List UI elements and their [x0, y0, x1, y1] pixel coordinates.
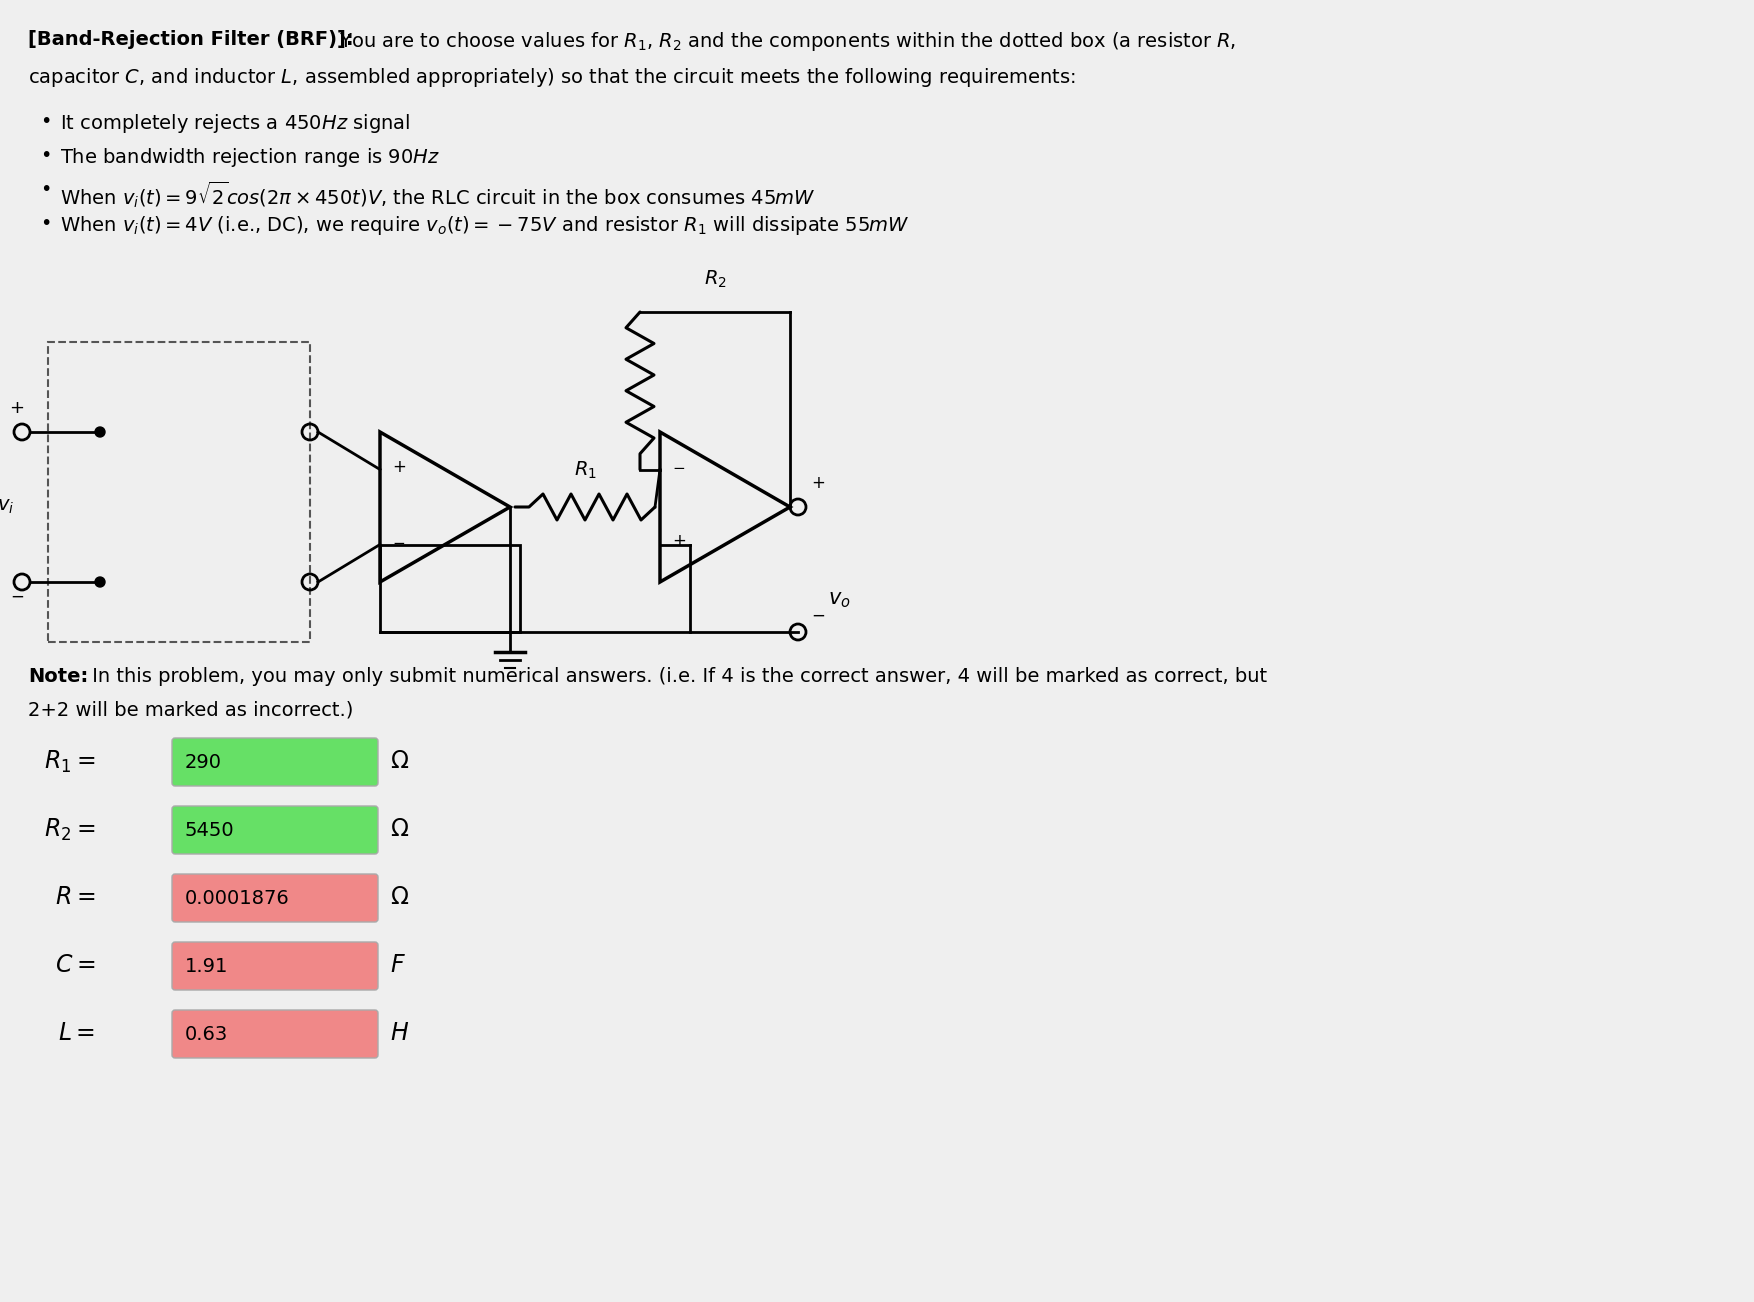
- Text: $F$: $F$: [389, 954, 405, 978]
- Text: $L =$: $L =$: [58, 1022, 95, 1046]
- Text: $-$: $-$: [391, 534, 405, 549]
- Text: $R_1 =$: $R_1 =$: [44, 749, 95, 775]
- Text: $\Omega$: $\Omega$: [389, 750, 409, 773]
- Text: The bandwidth rejection range is $90Hz$: The bandwidth rejection range is $90Hz$: [60, 146, 440, 169]
- Text: +: +: [391, 457, 405, 475]
- Text: +: +: [9, 398, 25, 417]
- FancyBboxPatch shape: [172, 806, 379, 854]
- Text: $-$: $-$: [672, 460, 686, 474]
- Text: $R_2$: $R_2$: [703, 268, 726, 290]
- Text: •: •: [40, 146, 51, 165]
- Text: $\Omega$: $\Omega$: [389, 887, 409, 910]
- Text: +: +: [810, 474, 824, 492]
- FancyBboxPatch shape: [172, 1010, 379, 1059]
- Text: $v_i$: $v_i$: [0, 497, 14, 517]
- Text: $\Omega$: $\Omega$: [389, 819, 409, 841]
- Text: 2+2 will be marked as incorrect.): 2+2 will be marked as incorrect.): [28, 700, 353, 720]
- Text: •: •: [40, 112, 51, 132]
- FancyBboxPatch shape: [172, 943, 379, 990]
- Text: $R =$: $R =$: [54, 887, 95, 910]
- Text: $C =$: $C =$: [54, 954, 95, 978]
- Text: 1.91: 1.91: [184, 957, 228, 975]
- FancyBboxPatch shape: [172, 874, 379, 922]
- Bar: [381, 544, 519, 631]
- Text: Note:: Note:: [28, 667, 88, 686]
- Text: You are to choose values for $R_1$, $R_2$ and the components within the dotted b: You are to choose values for $R_1$, $R_2…: [333, 30, 1237, 53]
- Bar: [47, 342, 310, 642]
- Text: 0.0001876: 0.0001876: [184, 888, 289, 907]
- Text: 290: 290: [184, 753, 223, 772]
- Circle shape: [95, 577, 105, 587]
- Text: When $v_i(t) = 4V$ (i.e., DC), we require $v_o(t) = -75V$ and resistor $R_1$ wil: When $v_i(t) = 4V$ (i.e., DC), we requir…: [60, 214, 909, 237]
- Text: $R_2 =$: $R_2 =$: [44, 816, 95, 844]
- Text: $v_o$: $v_o$: [828, 590, 851, 609]
- Text: •: •: [40, 214, 51, 233]
- Text: $-$: $-$: [810, 605, 824, 624]
- Text: $R_1$: $R_1$: [574, 460, 596, 480]
- Text: capacitor $C$, and inductor $L$, assembled appropriately) so that the circuit me: capacitor $C$, and inductor $L$, assembl…: [28, 66, 1075, 89]
- Text: [Band-Rejection Filter (BRF)]:: [Band-Rejection Filter (BRF)]:: [28, 30, 354, 49]
- Text: 5450: 5450: [184, 820, 235, 840]
- Circle shape: [95, 427, 105, 437]
- Text: In this problem, you may only submit numerical answers. (i.e. If 4 is the correc: In this problem, you may only submit num…: [86, 667, 1266, 686]
- Text: •: •: [40, 180, 51, 199]
- Text: When $v_i(t) = 9\sqrt{2}cos(2\pi \times 450t)V$, the RLC circuit in the box cons: When $v_i(t) = 9\sqrt{2}cos(2\pi \times …: [60, 180, 816, 211]
- Text: $H$: $H$: [389, 1022, 409, 1046]
- FancyBboxPatch shape: [172, 738, 379, 786]
- Text: 0.63: 0.63: [184, 1025, 228, 1043]
- Text: $-$: $-$: [11, 587, 25, 605]
- Text: It completely rejects a $450Hz$ signal: It completely rejects a $450Hz$ signal: [60, 112, 410, 135]
- Text: +: +: [672, 533, 686, 551]
